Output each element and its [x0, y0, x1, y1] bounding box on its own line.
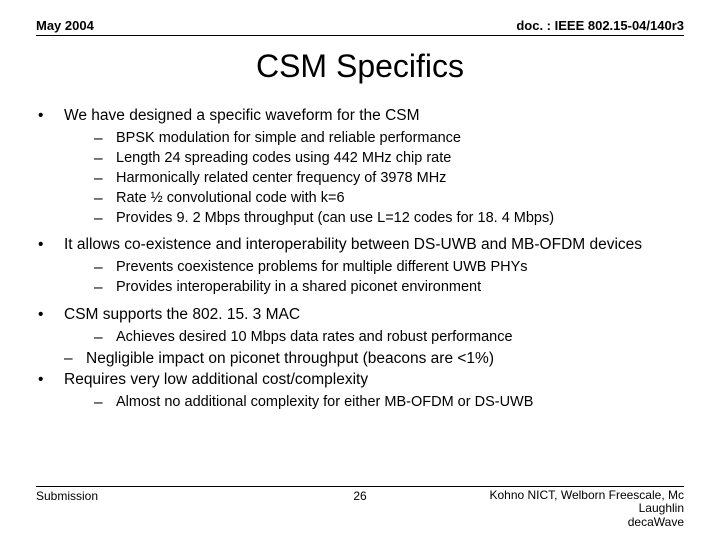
slide-footer: Submission 26 Kohno NICT, Welborn Freesc…: [36, 486, 684, 530]
sub-list: –Almost no additional complexity for eit…: [94, 394, 684, 413]
sub-list: –Prevents coexistence problems for multi…: [94, 259, 684, 298]
sub-text: Provides 9. 2 Mbps throughput (can use L…: [116, 210, 684, 228]
sub-item: –Length 24 spreading codes using 442 MHz…: [94, 150, 684, 169]
bullet-text: It allows co-existence and interoperabil…: [64, 236, 684, 255]
sub-text: Harmonically related center frequency of…: [116, 170, 684, 188]
sub-text: Almost no additional complexity for eith…: [116, 394, 684, 412]
sub-item: –BPSK modulation for simple and reliable…: [94, 130, 684, 149]
sub-text: Provides interoperability in a shared pi…: [116, 279, 684, 297]
dash-icon: –: [94, 150, 116, 169]
dash-icon: –: [94, 279, 116, 298]
slide-body: • We have designed a specific waveform f…: [36, 107, 684, 413]
bullet-text: We have designed a specific waveform for…: [64, 107, 684, 126]
bullet-item: • We have designed a specific waveform f…: [36, 107, 684, 126]
dash-icon: –: [94, 259, 116, 278]
dash-icon: –: [94, 170, 116, 189]
dash-icon: –: [94, 329, 116, 348]
sub-list: –BPSK modulation for simple and reliable…: [94, 130, 684, 229]
sub-item: –Harmonically related center frequency o…: [94, 170, 684, 189]
bullet-icon: •: [36, 107, 64, 126]
bullet-item: • CSM supports the 802. 15. 3 MAC: [36, 306, 684, 325]
bullet-icon: •: [36, 306, 64, 325]
sub-item: –Achieves desired 10 Mbps data rates and…: [94, 329, 684, 348]
sub-item: –Rate ½ convolutional code with k=6: [94, 190, 684, 209]
header-date: May 2004: [36, 18, 94, 33]
dash-icon: –: [64, 350, 86, 369]
sub-item: –Prevents coexistence problems for multi…: [94, 259, 684, 278]
slide-title: CSM Specifics: [36, 48, 684, 85]
bullet-item: • It allows co-existence and interoperab…: [36, 236, 684, 255]
header-doc: doc. : IEEE 802.15-04/140r3: [516, 18, 684, 33]
dash-icon: –: [94, 210, 116, 229]
sub-item: –Provides interoperability in a shared p…: [94, 279, 684, 298]
sub-item: –Almost no additional complexity for eit…: [94, 394, 684, 413]
footer-page: 26: [36, 489, 684, 503]
dash-icon: –: [94, 130, 116, 149]
bullet-icon: •: [36, 236, 64, 255]
bullet-item: • Requires very low additional cost/comp…: [36, 371, 684, 390]
sub-text: Negligible impact on piconet throughput …: [86, 350, 684, 369]
sub-text: BPSK modulation for simple and reliable …: [116, 130, 684, 148]
sub-item-big: –Negligible impact on piconet throughput…: [64, 350, 684, 369]
sub-text: Length 24 spreading codes using 442 MHz …: [116, 150, 684, 168]
sub-item: –Provides 9. 2 Mbps throughput (can use …: [94, 210, 684, 229]
sub-text: Rate ½ convolutional code with k=6: [116, 190, 684, 208]
bullet-text: CSM supports the 802. 15. 3 MAC: [64, 306, 684, 325]
dash-icon: –: [94, 190, 116, 209]
slide-header: May 2004 doc. : IEEE 802.15-04/140r3: [36, 18, 684, 36]
bullet-text: Requires very low additional cost/comple…: [64, 371, 684, 390]
bullet-icon: •: [36, 371, 64, 390]
sub-list: –Achieves desired 10 Mbps data rates and…: [94, 329, 684, 348]
sub-text: Achieves desired 10 Mbps data rates and …: [116, 329, 684, 347]
dash-icon: –: [94, 394, 116, 413]
footer-company: decaWave: [628, 515, 684, 529]
sub-text: Prevents coexistence problems for multip…: [116, 259, 684, 277]
